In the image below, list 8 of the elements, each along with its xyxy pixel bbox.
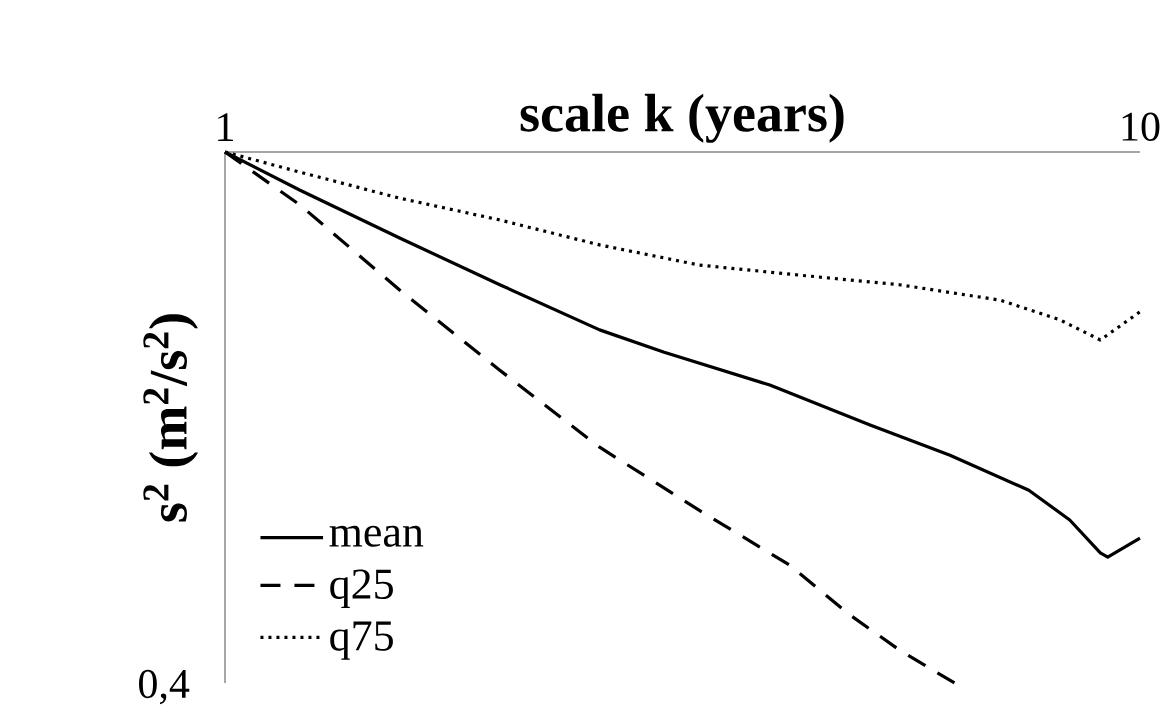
- x-tick-label: 10: [1122, 112, 1160, 141]
- legend-label: q75: [330, 621, 393, 660]
- text: 0,4: [139, 669, 190, 705]
- legend-label: q25: [330, 569, 393, 608]
- y-axis-title: s$^{2}$ (m$^{2}$/s$^{2}$): [143, 314, 198, 522]
- x-tick-label: 1: [218, 113, 233, 141]
- x-axis-title: scale k (years): [520, 93, 844, 143]
- legend-label: mean: [329, 525, 424, 547]
